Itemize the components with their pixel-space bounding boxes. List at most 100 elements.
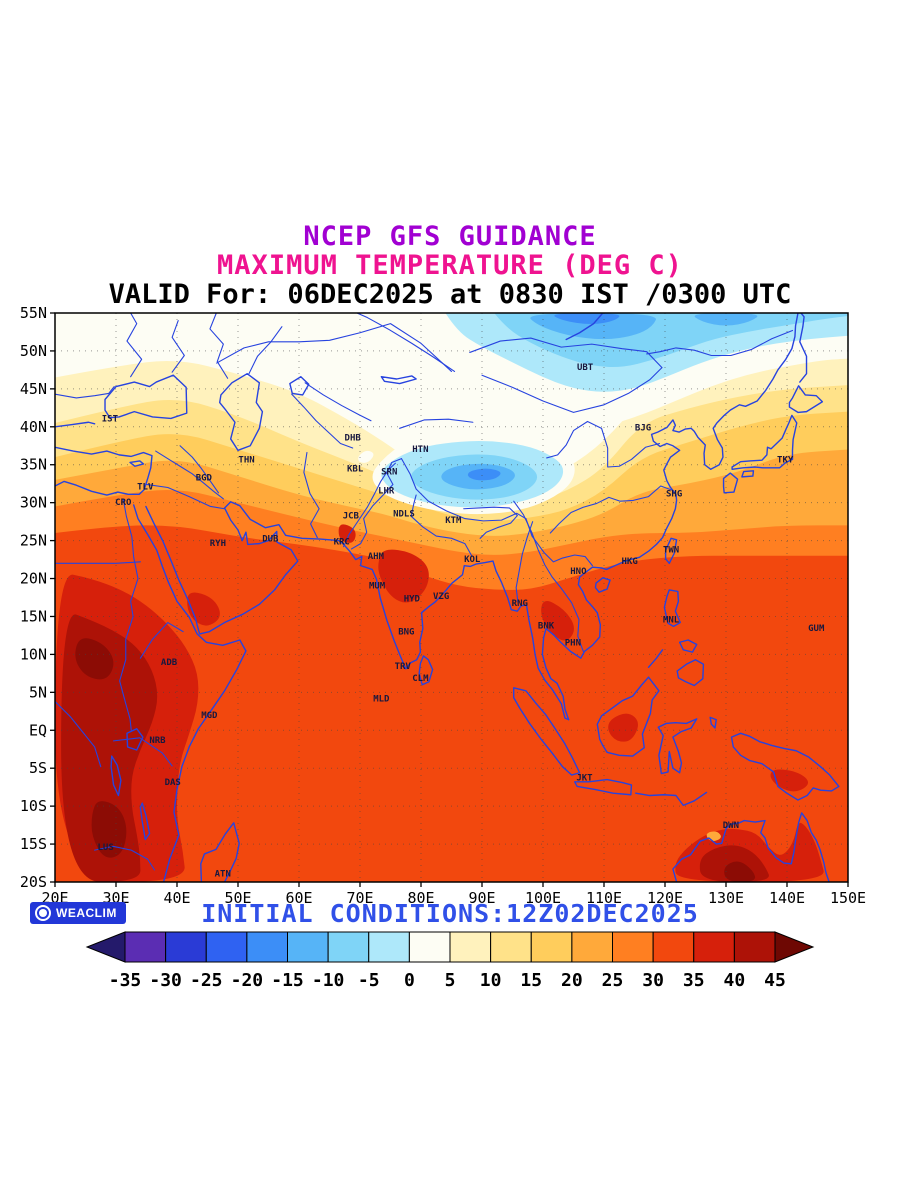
x-tick-label: 120E: [647, 889, 683, 907]
city-label-PHN: PHN: [565, 638, 581, 648]
y-tick-label: 55N: [20, 306, 47, 322]
line-australia-coast: [672, 812, 830, 882]
colorbar-label: -30: [149, 970, 182, 991]
line-border-himalaya: [400, 458, 527, 522]
line-sumatra: [513, 687, 581, 776]
line-cyprus: [129, 460, 145, 467]
line-india-bengal-malay-coast: [342, 542, 570, 721]
colorbar-label: 15: [520, 970, 542, 991]
x-tick-label: 110E: [586, 889, 622, 907]
colorbar-label: -20: [231, 970, 264, 991]
line-brahmaputra: [463, 506, 518, 539]
city-label-NDLS: NDLS: [393, 509, 415, 519]
colorbar-segment: [490, 931, 532, 963]
line-ganges: [410, 494, 473, 557]
colorbar-label: 45: [764, 970, 786, 991]
field-india-hot: [378, 549, 429, 603]
chart-title: NCEP GFS GUIDANCE: [303, 221, 597, 252]
colorbar-segment: [612, 931, 654, 963]
line-border-mongolia-north: [469, 337, 663, 369]
initial-conditions-line: INITIAL CONDITIONS:12Z02DEC2025: [201, 899, 699, 928]
line-syr-darya: [304, 382, 372, 422]
colorbar-label: -35: [109, 970, 142, 991]
line-zambezi: [94, 845, 155, 871]
line-africa-east-coast: [132, 504, 247, 882]
x-tick-label: 80E: [407, 889, 434, 907]
line-taiwan: [664, 537, 678, 565]
y-tick-label: EQ: [29, 721, 47, 739]
colorbar-label: 5: [445, 970, 456, 991]
line-border-saudi-north: [145, 483, 226, 510]
colorbar-label: -15: [271, 970, 304, 991]
city-label-LUS: LUS: [97, 843, 113, 853]
colorbar-label: 30: [642, 970, 664, 991]
line-iran-makran-coast: [229, 501, 344, 545]
city-label-HTN: HTN: [412, 445, 428, 455]
coastlines-borders: [55, 313, 840, 882]
city-label-TKY: TKY: [777, 455, 794, 465]
colorbar-label: 35: [683, 970, 705, 991]
x-tick-label: 150E: [830, 889, 866, 907]
city-label-RNG: RNG: [512, 599, 528, 609]
field-indochina-hot: [541, 601, 574, 641]
field-sindh-hot: [338, 524, 356, 543]
x-tick-label: 130E: [708, 889, 744, 907]
city-label-SRN: SRN: [381, 468, 397, 478]
x-tick-label: 70E: [346, 889, 373, 907]
city-label-HYD: HYD: [404, 594, 421, 604]
city-label-MNL: MNL: [663, 616, 680, 626]
city-label-SHG: SHG: [666, 490, 682, 500]
line-euphrates: [155, 450, 224, 500]
line-gulf-thai-vietnam-china-coast: [541, 313, 799, 721]
city-label-AHM: AHM: [368, 552, 385, 562]
y-tick-label: 20S: [20, 873, 47, 891]
city-label-LHR: LHR: [378, 487, 395, 497]
weaclim-logo-text: WEACLIM: [56, 906, 117, 920]
city-label-CLM: CLM: [412, 674, 429, 684]
chart-subtitle: MAXIMUM TEMPERATURE (DEG C): [217, 250, 683, 281]
field-tibet-cold-deep: [467, 468, 501, 481]
colorbar-segment: [693, 931, 735, 963]
city-label-TWN: TWN: [663, 546, 679, 556]
field-africa-hot-40-45: [61, 614, 158, 882]
weaclim-logo-icon: [35, 905, 51, 921]
colorbar-label: -25: [190, 970, 223, 991]
line-lesser-sunda: [635, 791, 708, 807]
city-label-MLD: MLD: [373, 694, 390, 704]
line-caspian-sea: [219, 372, 264, 452]
line-nile: [119, 499, 139, 731]
city-label-BNK: BNK: [538, 622, 555, 632]
y-tick-label: 10S: [20, 797, 47, 815]
city-labels: IST THN TLV BGD CRO RYH DUB DHB KBL SRN LHR JCB NDLS…: [97, 363, 824, 880]
city-label-ATN: ATN: [215, 870, 231, 880]
line-sri-lanka: [418, 655, 434, 686]
graticule: [55, 313, 848, 882]
line-dnieper: [126, 313, 143, 378]
line-palawan: [647, 649, 664, 668]
city-label-CRO: CRO: [115, 498, 132, 508]
line-border-mongolia-south: [481, 367, 663, 413]
colorbar-label: -10: [312, 970, 345, 991]
line-border-eritrea: [139, 621, 184, 659]
colorbar-label: -5: [358, 970, 380, 991]
line-border-egypt-sudan: [55, 561, 141, 564]
city-label-KTM: KTM: [445, 516, 462, 526]
line-lake-balkhash: [380, 375, 417, 385]
city-label-DAS: DAS: [165, 778, 181, 788]
colorbar-segment: [368, 931, 410, 963]
field-newguinea-hot: [770, 769, 809, 792]
y-tick-label: 15S: [20, 835, 47, 853]
line-ural-river: [248, 326, 283, 375]
line-don: [171, 320, 185, 373]
city-label-KRC: KRC: [334, 537, 350, 547]
line-halmahera: [709, 716, 717, 729]
line-hainan: [594, 577, 611, 593]
city-label-BNG: BNG: [398, 628, 414, 638]
city-label-ADB: ADB: [161, 658, 178, 668]
temperature-field: [55, 313, 848, 882]
y-tick-label: 50N: [20, 342, 47, 360]
line-lake-victoria: [126, 728, 144, 751]
city-label-TRV: TRV: [395, 662, 412, 672]
city-label-DWN: DWN: [723, 821, 739, 831]
colorbar-segment: [571, 931, 614, 963]
